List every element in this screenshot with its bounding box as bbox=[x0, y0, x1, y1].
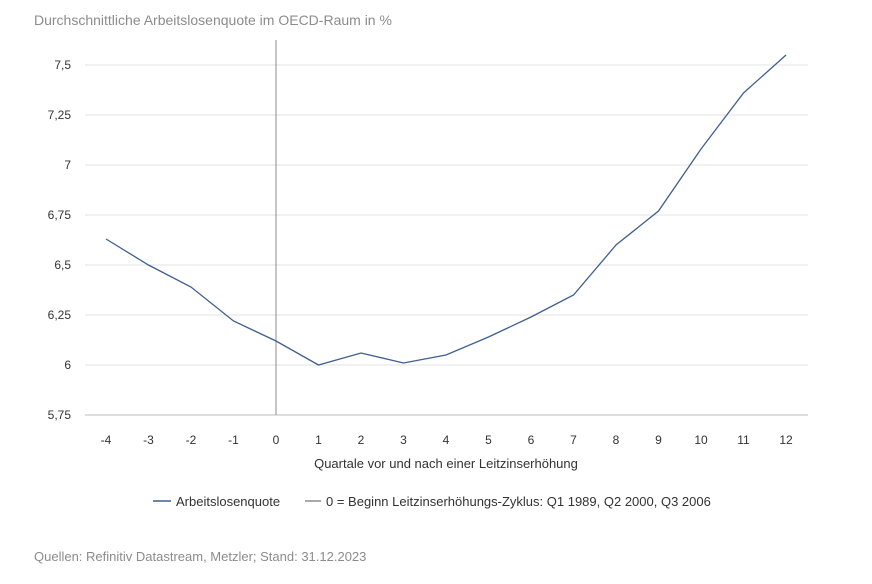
y-tick-label-0: 5,75 bbox=[48, 408, 72, 422]
x-tick-label-16: 12 bbox=[779, 433, 793, 447]
x-tick-label-8: 4 bbox=[443, 433, 450, 447]
x-tick-label-6: 2 bbox=[358, 433, 365, 447]
x-tick-label-5: 1 bbox=[315, 433, 322, 447]
legend-label-arbeitslosenquote: Arbeitslosenquote bbox=[176, 494, 280, 509]
x-axis-label: Quartale vor und nach einer Leitzinserhö… bbox=[314, 456, 578, 471]
series-line-arbeitslosenquote bbox=[105, 54, 787, 366]
y-tick-label-4: 6,75 bbox=[48, 208, 72, 222]
x-tick-label-1: -3 bbox=[143, 433, 154, 447]
x-axis-ticks: -4 -3 -2 -1 0 1 2 3 4 5 6 7 8 9 10 11 12 bbox=[101, 433, 793, 447]
x-tick-label-12: 8 bbox=[613, 433, 620, 447]
source-note: Quellen: Refinitiv Datastream, Metzler; … bbox=[34, 549, 367, 564]
x-tick-label-0: -4 bbox=[101, 433, 112, 447]
y-tick-label-2: 6,25 bbox=[48, 308, 72, 322]
y-tick-label-7: 7,5 bbox=[54, 58, 71, 72]
grid-lines bbox=[85, 64, 808, 416]
chart-title: Durchschnittliche Arbeitslosenquote im O… bbox=[34, 12, 392, 28]
x-tick-label-2: -2 bbox=[186, 433, 197, 447]
x-tick-label-13: 9 bbox=[655, 433, 662, 447]
x-tick-label-10: 6 bbox=[528, 433, 535, 447]
y-tick-label-1: 6 bbox=[64, 358, 71, 372]
x-tick-label-7: 3 bbox=[400, 433, 407, 447]
x-tick-label-3: -1 bbox=[228, 433, 239, 447]
x-tick-label-9: 5 bbox=[485, 433, 492, 447]
x-tick-label-4: 0 bbox=[273, 433, 280, 447]
y-tick-label-6: 7,25 bbox=[48, 108, 72, 122]
legend: Arbeitslosenquote 0 = Beginn Leitzinserh… bbox=[153, 494, 711, 509]
x-tick-label-15: 11 bbox=[737, 433, 750, 447]
x-tick-label-14: 10 bbox=[694, 433, 708, 447]
y-tick-label-5: 7 bbox=[64, 158, 71, 172]
y-tick-label-3: 6,5 bbox=[54, 258, 71, 272]
legend-label-reference: 0 = Beginn Leitzinserhöhungs-Zyklus: Q1 … bbox=[326, 494, 711, 509]
x-tick-label-11: 7 bbox=[570, 433, 577, 447]
y-axis-ticks: 5,75 6 6,25 6,5 6,75 7 7,25 7,5 bbox=[48, 58, 72, 422]
